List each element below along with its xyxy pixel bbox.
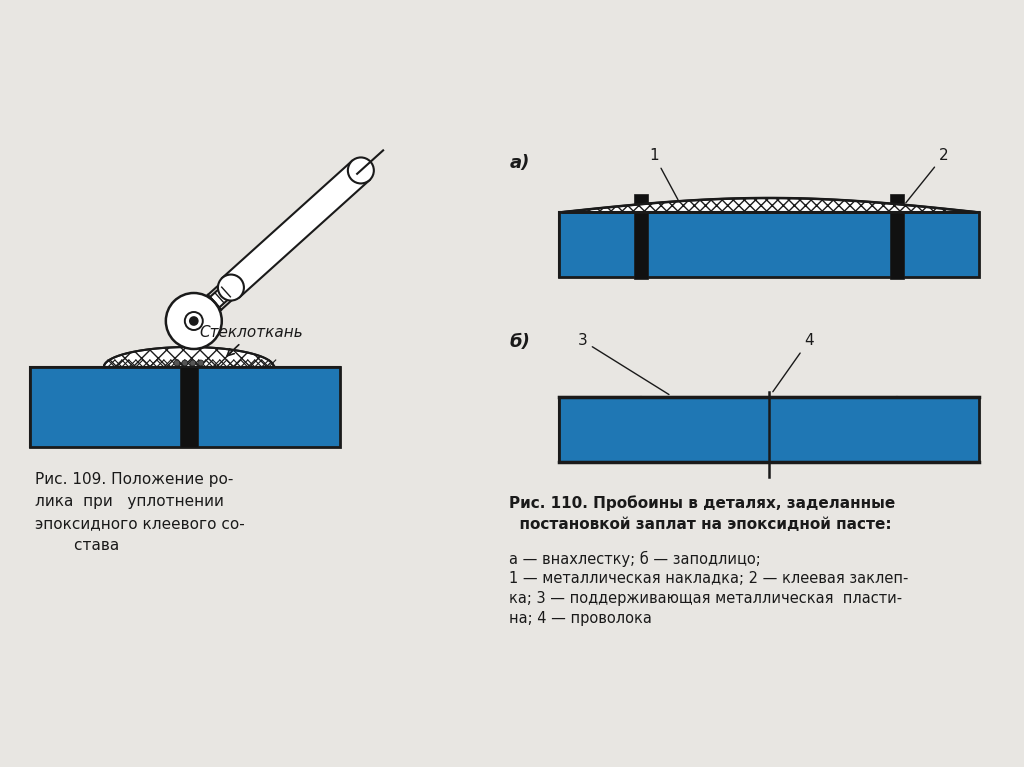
Bar [559,397,979,462]
Text: лика  при   уплотнении: лика при уплотнении [35,494,224,509]
Text: а): а) [510,154,529,172]
Text: б): б) [510,333,530,351]
Bar [897,212,979,277]
Circle shape [218,275,244,301]
Text: ка; 3 — поддерживающая металлическая  пласти-: ка; 3 — поддерживающая металлическая пла… [510,591,902,606]
Text: постановкой заплат на эпоксидной пасте:: постановкой заплат на эпоксидной пасте: [510,517,892,532]
Polygon shape [563,198,975,212]
Text: 1 — металлическая накладка; 2 — клеевая заклеп-: 1 — металлическая накладка; 2 — клеевая … [510,571,909,586]
Polygon shape [103,347,273,367]
Text: става: става [35,538,119,553]
Text: Стеклоткань: Стеклоткань [200,325,303,356]
Text: 2: 2 [906,148,948,202]
Text: Рис. 110. Пробоины в деталях, заделанные: Рис. 110. Пробоины в деталях, заделанные [510,495,896,511]
Bar [897,397,979,462]
Text: 1: 1 [649,148,678,199]
Text: 3: 3 [578,333,669,394]
Text: 4: 4 [773,333,814,392]
Bar [641,397,897,462]
Bar [559,212,979,277]
Bar [641,212,897,277]
Bar [30,367,340,447]
Bar [180,355,198,447]
Circle shape [182,360,187,366]
Bar [559,212,641,277]
Text: на; 4 — проволока: на; 4 — проволока [510,611,652,626]
Text: Рис. 109. Положение ро-: Рис. 109. Положение ро- [35,472,233,487]
Circle shape [174,360,180,366]
Circle shape [198,360,204,366]
Bar [890,194,904,279]
Bar [634,194,648,279]
Polygon shape [103,347,273,367]
Bar [559,397,641,462]
Circle shape [184,312,203,330]
Text: эпоксидного клеевого со-: эпоксидного клеевого со- [35,516,245,531]
Bar [30,367,340,447]
Circle shape [189,360,196,366]
Circle shape [166,293,222,349]
Text: а — внахлестку; б — заподлицо;: а — внахлестку; б — заподлицо; [510,551,761,567]
Circle shape [348,157,374,183]
Polygon shape [210,282,236,308]
Polygon shape [222,161,370,297]
Circle shape [189,317,198,325]
